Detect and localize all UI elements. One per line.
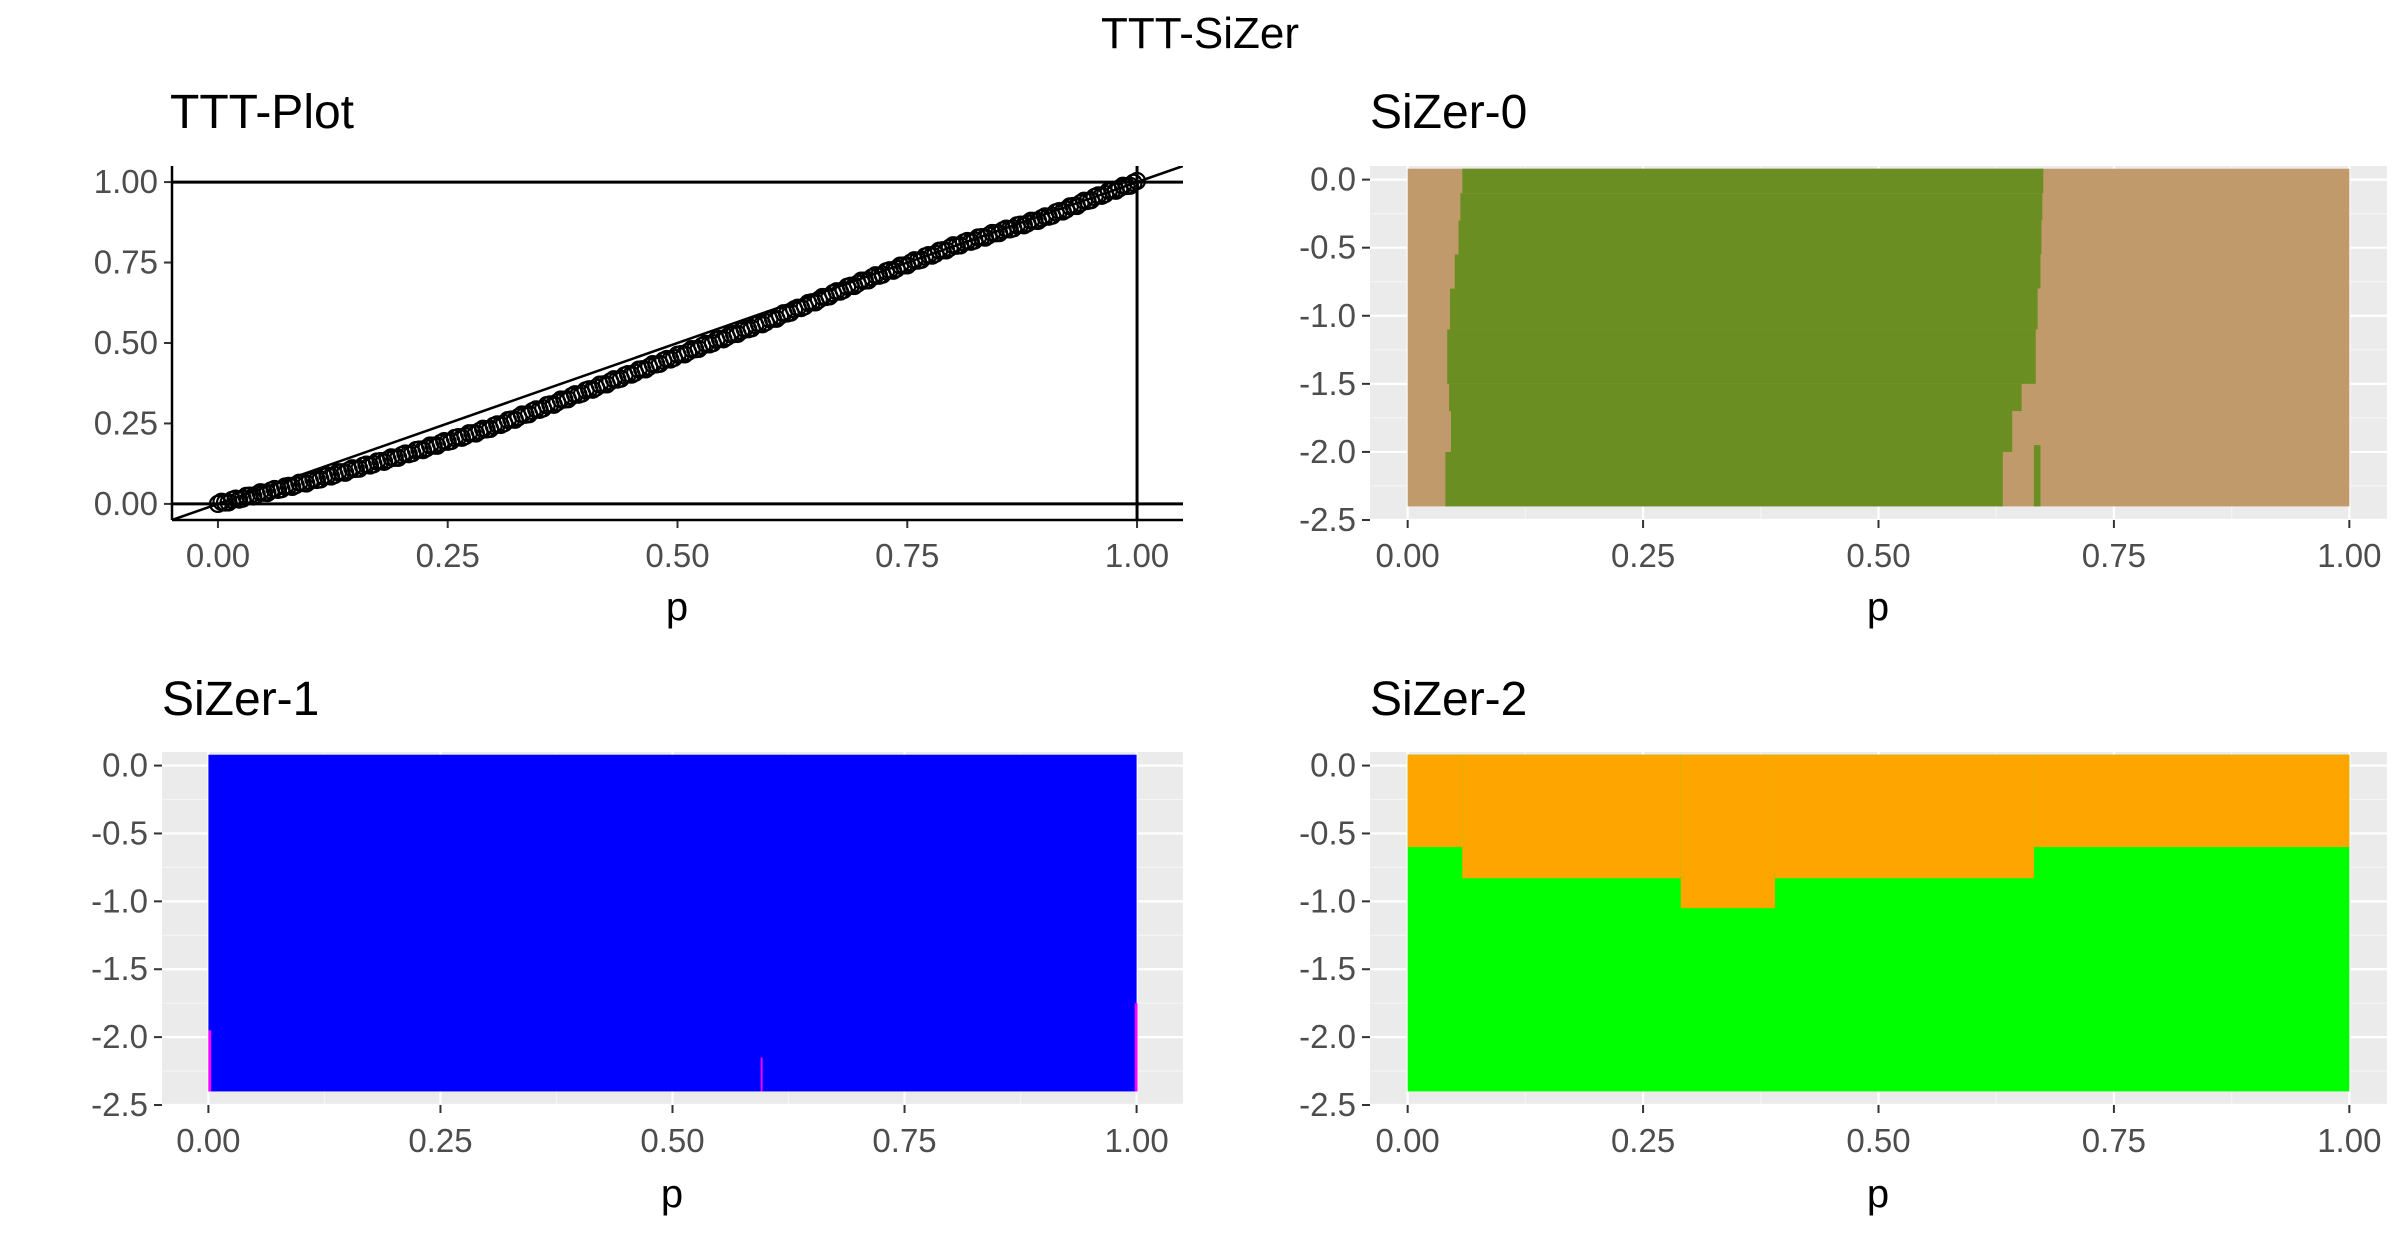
sizer0-x-tick-label: 1.00 (2317, 537, 2381, 574)
sizer1-sliver-cell (760, 1057, 763, 1092)
sizer1-background-cell (208, 754, 1137, 1092)
sizer0-band-cell (1449, 383, 2022, 412)
sizer0-y-tick-label: -2.5 (1299, 501, 1356, 538)
sizer2-top-cell (1407, 754, 1463, 848)
sizer0-y-tick-label: -1.0 (1299, 297, 1356, 334)
ttt-y-tick-label: 0.75 (94, 244, 158, 281)
sizer0-band-cell (1445, 451, 2003, 507)
sizer2-y-tick-label: -2.0 (1299, 1018, 1356, 1055)
sizer1-x-tick-label: 0.00 (176, 1122, 240, 1159)
sizer0-band-cell (2033, 445, 2041, 507)
sizer1-x-axis-label: p (661, 1172, 683, 1216)
sizer1-x-tick-label: 0.50 (640, 1122, 704, 1159)
sizer1-y-tick-label: -1.0 (91, 882, 148, 919)
sizer1-x-tick-label: 0.75 (872, 1122, 936, 1159)
sizer2-y-tick-label: -1.0 (1299, 882, 1356, 919)
sizer1-y-tick-label: -2.0 (91, 1018, 148, 1055)
sizer0-x-tick-label: 0.75 (2082, 537, 2146, 574)
sizer0-band-cell (1460, 193, 2043, 221)
sizer2-x-tick-label: 1.00 (2317, 1122, 2381, 1159)
panel-sizer1: SiZer-1 0.00 0.25 0.50 0.75 1.00 0.0 -0.5 -1.0 -… (91, 673, 1183, 1216)
sizer0-band-cell (1450, 411, 2013, 452)
ttt-y-tick-label: 0.25 (94, 404, 158, 441)
ttt-plot-title: TTT-Plot (170, 86, 354, 139)
sizer0-y-tick-label: -1.5 (1299, 365, 1356, 402)
ttt-x-tick-label: 0.25 (416, 537, 480, 574)
sizer1-sliver-cell (208, 1030, 212, 1092)
sizer2-top-cell (1462, 754, 1681, 879)
sizer0-x-tick-label: 0.50 (1846, 537, 1910, 574)
sizer1-plot-area: 0.00 0.25 0.50 0.75 1.00 0.0 -0.5 -1.0 -1.5 -2.0 -… (91, 747, 1183, 1159)
sizer0-y-tick-label: -2.0 (1299, 433, 1356, 470)
panel-sizer0: SiZer-0 0.00 0.25 0.50 0.75 1.00 0.0 -0.5 -1.0 -… (1299, 86, 2387, 629)
sizer2-y-tick-label: -0.5 (1299, 814, 1356, 851)
sizer0-title: SiZer-0 (1370, 86, 1527, 139)
ttt-x-tick-label: 0.50 (645, 537, 709, 574)
panel-ttt: TTT-Plot 0.00 0.25 0.50 0.75 1.00 0.00 0.25 0.5… (94, 86, 1183, 629)
sizer2-x-tick-label: 0.25 (1611, 1122, 1675, 1159)
sizer2-y-tick-label: -2.5 (1299, 1086, 1356, 1123)
sizer2-plot-area: 0.00 0.25 0.50 0.75 1.00 0.0 -0.5 -1.0 -1.5 -2.0 -… (1299, 747, 2387, 1159)
sizer2-top-cell (2033, 754, 2350, 848)
sizer1-y-tick-label: -2.5 (91, 1086, 148, 1123)
ttt-x-tick-label: 0.75 (875, 537, 939, 574)
sizer1-y-tick-label: -0.5 (91, 814, 148, 851)
sizer1-x-tick-label: 1.00 (1104, 1122, 1168, 1159)
ttt-x-axis-label: p (666, 585, 688, 629)
sizer2-top-cell (1774, 754, 2034, 879)
sizer1-y-tick-label: 0.0 (102, 747, 148, 784)
sizer2-x-axis-label: p (1867, 1172, 1889, 1216)
sizer2-x-tick-label: 0.75 (2082, 1122, 2146, 1159)
sizer0-band-cell (1450, 288, 2038, 330)
ttt-inner (172, 166, 1183, 520)
sizer0-plot-area: 0.00 0.25 0.50 0.75 1.00 0.0 -0.5 -1.0 -1.5 -2.0 -… (1299, 161, 2387, 574)
ttt-y-tick-label: 1.00 (94, 163, 158, 200)
sizer0-band-cell (1458, 220, 2042, 255)
sizer0-band-cell (1447, 329, 2036, 384)
ttt-y-tick-label: 0.00 (94, 485, 158, 522)
sizer0-y-tick-label: -0.5 (1299, 229, 1356, 266)
sizer2-x-tick-label: 0.50 (1846, 1122, 1910, 1159)
sizer0-band-cell (1462, 168, 2044, 194)
sizer1-x-tick-label: 0.25 (408, 1122, 472, 1159)
sizer2-y-tick-label: 0.0 (1310, 747, 1356, 784)
sizer2-x-tick-label: 0.00 (1376, 1122, 1440, 1159)
main-title: TTT-SiZer (1101, 9, 1299, 58)
sizer0-band-cell (1454, 254, 2041, 289)
sizer1-sliver-cell (1134, 1003, 1138, 1092)
sizer2-top-cell (1680, 754, 1775, 909)
panel-sizer2: SiZer-2 0.00 0.25 0.50 0.75 1.00 0.0 -0.5 -1.0 -… (1299, 673, 2387, 1216)
ttt-point (1127, 171, 1147, 191)
sizer1-y-tick-label: -1.5 (91, 950, 148, 987)
ttt-x-tick-label: 0.00 (186, 537, 250, 574)
sizer2-title: SiZer-2 (1370, 673, 1527, 726)
sizer0-y-tick-label: 0.0 (1310, 161, 1356, 198)
sizer1-title: SiZer-1 (162, 673, 319, 726)
sizer2-y-tick-label: -1.5 (1299, 950, 1356, 987)
sizer0-x-tick-label: 0.25 (1611, 537, 1675, 574)
ttt-x-tick-label: 1.00 (1105, 537, 1169, 574)
ttt-y-tick-label: 0.50 (94, 324, 158, 361)
ttt-plot-area: 0.00 0.25 0.50 0.75 1.00 0.00 0.25 0.50 0.75 1.00 (94, 163, 1183, 574)
sizer0-x-axis-label: p (1867, 585, 1889, 629)
sizer0-x-tick-label: 0.00 (1376, 537, 1440, 574)
